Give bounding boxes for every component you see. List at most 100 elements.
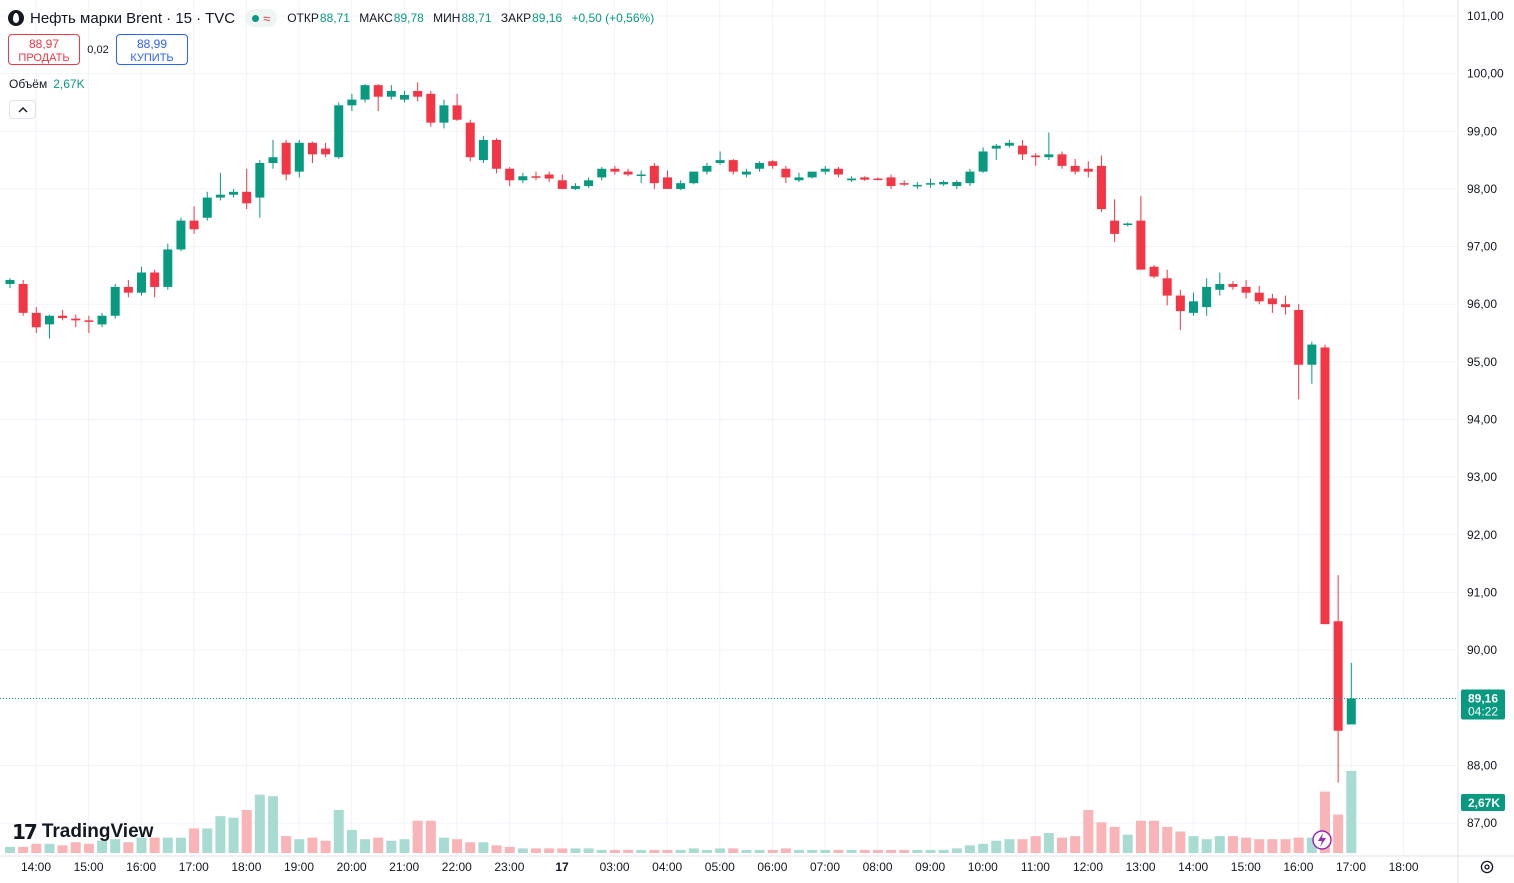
candle-body [518,176,528,181]
collapse-legend-button[interactable] [9,100,36,119]
candle-body [321,148,331,155]
candle-body [597,168,607,178]
candle-body [1175,295,1185,312]
trade-panel: 88,97 ПРОДАТЬ 0,02 88,99 КУПИТЬ [8,34,188,65]
candle-body [84,320,94,322]
candle-body [1346,698,1356,725]
symbol-title[interactable]: Нефть марки Brent · 15 · TVC [30,9,236,27]
candle-body [847,178,857,181]
candle-body [676,183,686,189]
volume-bar [899,849,910,853]
volume-bar [938,849,949,853]
volume-badge [1461,794,1505,811]
candle-body [268,157,278,163]
volume-bar [596,849,607,853]
time-tick-label: 20:00 [337,860,367,874]
volume-bar [18,846,29,853]
candle-body [137,272,146,293]
volume-bar [136,837,147,853]
candle-body [1228,284,1238,287]
time-tick-label: 10:00 [968,860,998,874]
volume-legend[interactable]: Объём 2,67K [9,77,85,91]
candle-body [807,171,817,178]
candle-body [1031,155,1041,158]
time-tick-label: 03:00 [600,860,630,874]
candle-body [965,171,975,184]
candle-body [1044,154,1054,158]
sell-button[interactable]: 88,97 ПРОДАТЬ [8,34,80,65]
candle-body [584,180,594,187]
candle-body [768,161,778,166]
volume-bar [767,849,778,853]
time-tick-label: 04:00 [652,860,682,874]
volume-bar [583,848,594,853]
volume-bar [794,849,804,853]
candle-body [715,160,725,163]
volume-bar [57,845,68,853]
volume-bar [1043,833,1054,853]
volume-bar [412,820,423,853]
time-tick-label: 19:00 [284,860,314,874]
volume-bar [202,828,213,853]
gear-icon[interactable] [1479,859,1495,875]
time-tick-label: 15:00 [74,860,104,874]
price-tick-label: 99,00 [1467,124,1497,138]
candle-body [781,168,791,178]
market-open-dot-icon [252,14,260,22]
candle-body [505,168,515,181]
volume-bar [5,846,15,853]
market-status[interactable]: ≈ [245,9,278,27]
candle-body [163,249,173,287]
volume-bar [1254,839,1265,853]
candle-body [978,151,988,172]
low-value: 88,71 [461,11,492,25]
volume-bar [557,848,568,853]
price-tick-label: 100,00 [1467,67,1504,81]
time-tick-label: 14:00 [1178,860,1208,874]
candle-body [492,139,502,169]
volume-bar [517,848,528,853]
volume-bar [886,849,897,853]
volume-bar [1122,834,1133,853]
volume-bar [1333,814,1344,853]
candle-body [702,165,712,172]
candle-body [1215,284,1225,290]
volume-bar [1162,826,1173,853]
candle-body [1162,278,1172,296]
volume-bar [31,843,42,853]
candle-body [544,174,554,179]
time-tick-label: 22:00 [442,860,472,874]
volume-bar [241,810,252,853]
volume-bar [1070,836,1081,853]
candle-body [1136,220,1146,270]
sell-price: 88,97 [28,37,60,51]
volume-bar [1188,836,1199,853]
volume-bar [531,848,541,853]
candle-body [71,318,81,321]
price-tick-label: 87,00 [1467,816,1497,830]
candle-body [1123,223,1133,226]
volume-bar [1241,837,1252,853]
time-tick-label: 18:00 [1389,860,1419,874]
candle-body [215,194,225,198]
volume-bar [741,849,752,853]
candle-body [649,165,659,184]
tradingview-logo[interactable]: 17 TradingView [12,820,153,844]
volume-bar [754,849,765,853]
volume-bar [1030,836,1041,853]
price-tick-label: 93,00 [1467,470,1497,484]
buy-button[interactable]: 88,99 КУПИТЬ [116,34,188,65]
candle-body [413,90,423,97]
candle-body [1241,286,1251,293]
volume-bar [846,849,857,853]
volume-bar [268,796,278,853]
volume-bar [1017,839,1028,853]
time-tick-label: 17:00 [179,860,209,874]
volume-bar [807,849,818,853]
volume-bar [425,820,436,853]
price-tick-label: 96,00 [1467,297,1497,311]
candle-body [623,171,633,175]
candle-body [386,90,396,97]
volume-bar [991,840,1002,853]
